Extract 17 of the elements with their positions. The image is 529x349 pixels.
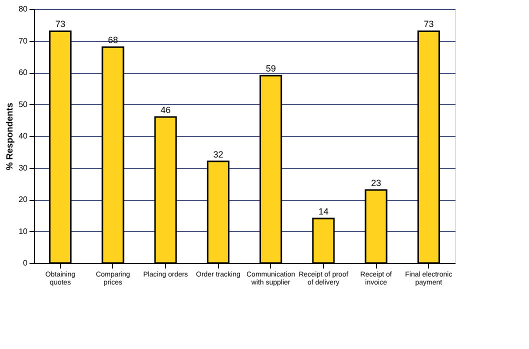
y-tick-label: 10 — [18, 226, 28, 236]
y-tick-label: 0 — [23, 258, 28, 268]
y-tick-label: 50 — [18, 100, 28, 109]
data-label: 23 — [371, 178, 382, 188]
y-tick-label: 80 — [18, 4, 28, 14]
y-tick-label: 20 — [18, 195, 28, 204]
y-tick-label: 70 — [18, 36, 28, 46]
y-tick-label: 40 — [18, 132, 28, 140]
y-tick-label: 30 — [18, 163, 28, 172]
y-axis-title: % Respondents — [4, 102, 15, 170]
data-label: 14 — [318, 206, 328, 217]
data-label: 32 — [213, 149, 224, 160]
y-tick-label: 60 — [18, 68, 28, 77]
data-label: 73 — [55, 19, 66, 30]
data-label: 59 — [266, 64, 276, 74]
data-label: 46 — [160, 104, 171, 115]
data-label: 73 — [424, 19, 434, 30]
